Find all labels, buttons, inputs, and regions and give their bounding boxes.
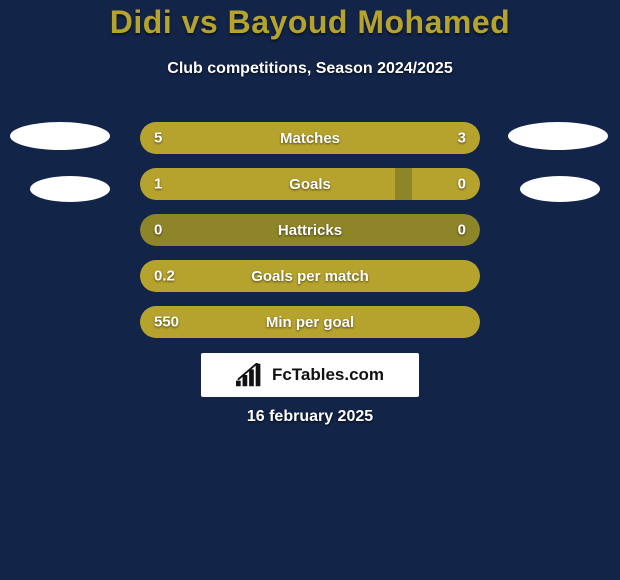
stat-row-bg — [140, 214, 480, 246]
stat-fill-left — [140, 122, 344, 154]
stat-value-right: 0 — [458, 222, 466, 239]
stat-value-left: 550 — [154, 314, 179, 331]
stat-fill-left — [140, 260, 480, 292]
stat-row: 0.2Goals per match — [140, 260, 480, 292]
comparison-canvas: Didi vs Bayoud Mohamed Club competitions… — [0, 0, 620, 580]
comparison-rows: 53Matches10Goals00Hattricks0.2Goals per … — [140, 122, 480, 352]
stat-value-right: 3 — [458, 130, 466, 147]
stat-value-left: 5 — [154, 130, 162, 147]
stat-row: 53Matches — [140, 122, 480, 154]
date-text: 16 february 2025 — [0, 408, 620, 426]
branding-box: FcTables.com — [201, 353, 419, 397]
stat-row: 10Goals — [140, 168, 480, 200]
stat-value-left: 0 — [154, 222, 162, 239]
stat-row: 550Min per goal — [140, 306, 480, 338]
decor-ellipse — [520, 176, 600, 202]
decor-ellipse — [30, 176, 110, 202]
page-title: Didi vs Bayoud Mohamed — [0, 4, 620, 41]
stat-fill-left — [140, 306, 480, 338]
stat-value-right: 0 — [458, 176, 466, 193]
decor-ellipse — [10, 122, 110, 150]
stat-fill-right — [412, 168, 480, 200]
stat-value-left: 1 — [154, 176, 162, 193]
decor-ellipse — [508, 122, 608, 150]
branding-icon — [236, 363, 266, 387]
stat-fill-left — [140, 168, 395, 200]
stat-row: 00Hattricks — [140, 214, 480, 246]
subtitle: Club competitions, Season 2024/2025 — [0, 60, 620, 78]
stat-value-left: 0.2 — [154, 268, 175, 285]
branding-text: FcTables.com — [272, 365, 384, 385]
